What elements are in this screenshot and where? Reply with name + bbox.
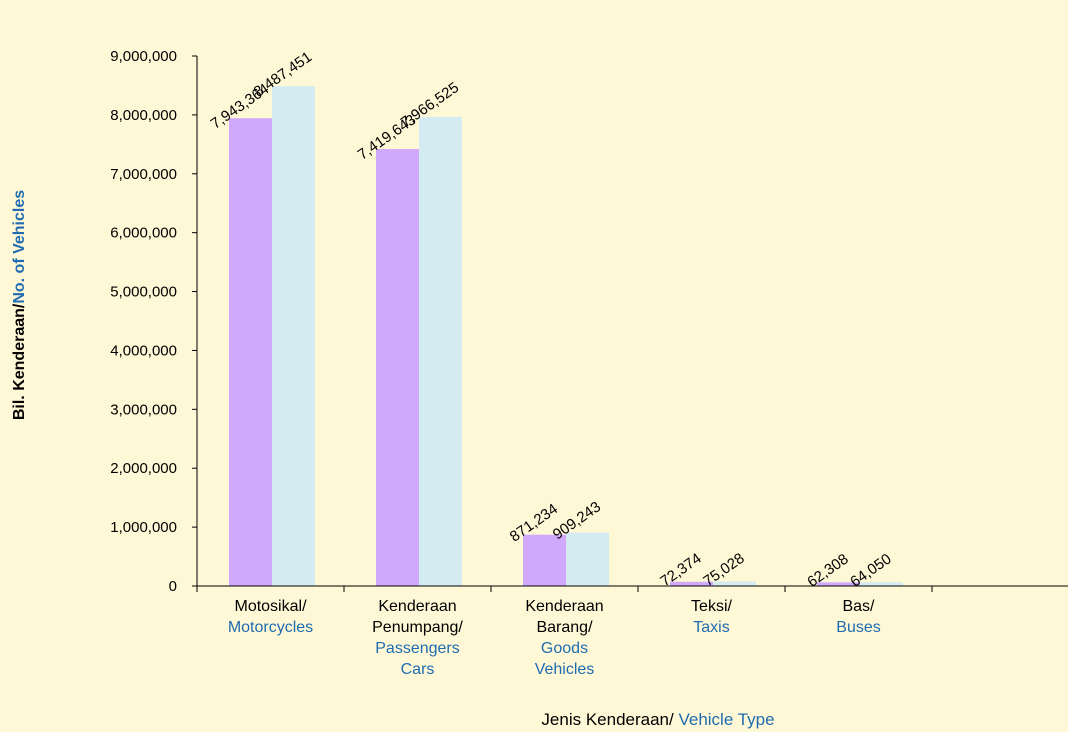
x-axis-title: Jenis Kenderaan/ Vehicle Type bbox=[541, 710, 774, 729]
bar bbox=[376, 149, 419, 586]
bar bbox=[229, 118, 272, 586]
bar bbox=[523, 534, 566, 586]
y-tick-label: 6,000,000 bbox=[110, 225, 177, 242]
y-axis-title-ms: Bil. Kenderaan/ bbox=[11, 303, 28, 420]
bar bbox=[566, 532, 609, 586]
x-tick-label: Teksi/Taxis bbox=[691, 598, 732, 636]
bar bbox=[713, 581, 756, 586]
x-axis-title-en: Vehicle Type bbox=[678, 710, 774, 729]
y-tick-label: 9,000,000 bbox=[110, 48, 177, 65]
y-axis-title: Bil. Kenderaan/No. of Vehicles bbox=[11, 190, 28, 420]
y-axis-ticks: 0 1,000,000 2,000,000 3,000,000 4,000,000 5,0… bbox=[110, 48, 197, 595]
bars bbox=[229, 86, 903, 586]
bar bbox=[272, 86, 315, 586]
bar bbox=[860, 582, 903, 586]
x-tick-label: Kenderaan Barang/Goods Vehicles bbox=[525, 598, 603, 678]
y-axis-title-en: No. of Vehicles bbox=[11, 190, 28, 304]
bar bbox=[670, 581, 713, 586]
x-tick-label: Motosikal/Motorcycles bbox=[228, 598, 313, 636]
y-tick-label: 3,000,000 bbox=[110, 401, 177, 418]
y-tick-label: 2,000,000 bbox=[110, 460, 177, 477]
y-tick-label: 5,000,000 bbox=[110, 284, 177, 301]
y-tick-label: 4,000,000 bbox=[110, 342, 177, 359]
category-labels: Motosikal/Motorcycles Kenderaan Penumpang/… bbox=[228, 598, 881, 678]
bar bbox=[419, 116, 462, 586]
x-axis-title-ms: Jenis Kenderaan/ bbox=[541, 710, 678, 729]
y-tick-label: 1,000,000 bbox=[110, 519, 177, 536]
y-tick-label: 0 bbox=[169, 578, 177, 595]
bar bbox=[817, 582, 860, 586]
y-tick-label: 8,000,000 bbox=[110, 107, 177, 124]
y-tick-label: 7,000,000 bbox=[110, 166, 177, 183]
x-tick-label: Kenderaan Penumpang/Passengers Cars bbox=[372, 598, 463, 678]
x-tick-label: Bas/Buses bbox=[836, 598, 880, 636]
axes bbox=[196, 56, 1068, 592]
